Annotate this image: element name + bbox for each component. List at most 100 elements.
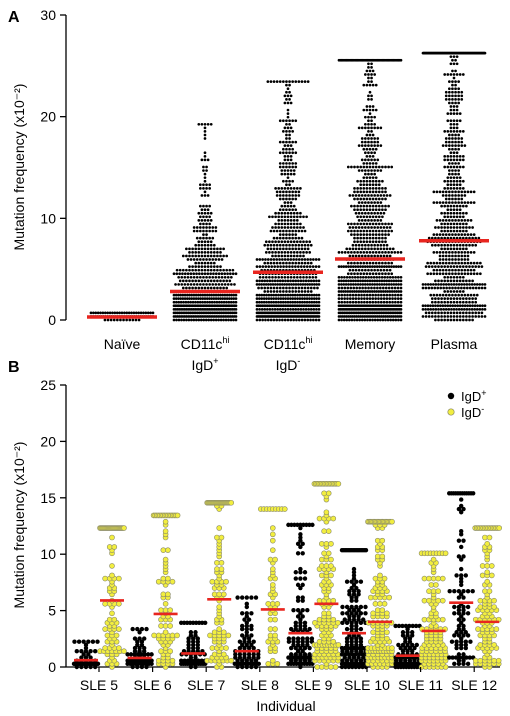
panel-a-point	[371, 215, 375, 219]
panel-a-point	[364, 194, 367, 197]
panel-a-point	[466, 190, 470, 194]
panel-a-point	[421, 283, 425, 286]
panel-a-point	[367, 144, 370, 147]
panel-a-point	[452, 186, 456, 190]
panel-b-point-igd-minus	[265, 661, 272, 667]
panel-b-point-igd-minus	[421, 597, 428, 604]
panel-a-point	[200, 268, 204, 272]
panel-a-point	[113, 311, 117, 315]
panel-a-point	[370, 62, 373, 66]
panel-a-point	[475, 261, 479, 265]
panel-a-point	[195, 229, 199, 233]
panel-a-point	[209, 318, 213, 322]
panel-a-point	[365, 197, 369, 201]
panel-b-point-igd-plus	[235, 658, 240, 663]
panel-a-point	[432, 261, 436, 265]
panel-a-point	[371, 208, 375, 212]
panel-a-point	[289, 293, 292, 297]
panel-a-point	[434, 236, 437, 240]
panel-a-point	[367, 151, 370, 155]
panel-a-point	[364, 151, 367, 155]
panel-a-point	[219, 279, 222, 283]
panel-a-point	[448, 286, 451, 290]
panel-a-point	[461, 204, 465, 208]
panel-a-point	[455, 122, 459, 126]
panel-b-point-igd-plus	[289, 652, 294, 657]
panel-a-point	[351, 293, 355, 297]
panel-a-point	[267, 293, 271, 297]
panel-b-point-igd-plus	[358, 642, 364, 648]
panel-a-point	[379, 247, 383, 251]
panel-b-point-igd-plus	[237, 652, 243, 657]
panel-a-point	[455, 236, 459, 240]
panel-a-point	[188, 293, 191, 297]
panel-a-point	[371, 318, 374, 322]
panel-a-point	[449, 108, 453, 112]
panel-b-point-igd-minus	[221, 591, 227, 598]
panel-a-point	[286, 300, 290, 304]
panel-a-point	[465, 265, 468, 268]
panel-b-point-igd-plus	[456, 506, 462, 512]
panel-a-point	[194, 286, 198, 290]
panel-a-point	[444, 268, 448, 272]
panel-a-point	[370, 66, 373, 69]
panel-a-point	[283, 186, 287, 190]
panel-b-point-igd-plus	[454, 645, 459, 651]
panel-a-point	[468, 286, 472, 290]
panel-b-point-igd-minus	[281, 506, 288, 512]
panel-a-point	[367, 119, 370, 123]
panel-b-point-igd-minus	[160, 547, 167, 553]
panel-a-point	[387, 286, 391, 290]
panel-a-point	[374, 315, 378, 318]
panel-a-point	[452, 297, 456, 300]
panel-a-point	[451, 258, 454, 261]
panel-a-point	[267, 265, 271, 268]
panel-a-point	[463, 233, 467, 236]
panel-b-point-igd-minus	[428, 582, 435, 588]
panel-a-point	[475, 307, 479, 311]
panel-a-point	[261, 258, 264, 261]
panel-a-point	[455, 243, 459, 247]
panel-a-point	[465, 300, 468, 304]
panel-a-point	[458, 229, 462, 233]
panel-a-point	[177, 318, 181, 322]
panel-a-point	[286, 169, 290, 172]
panel-a-point	[449, 297, 453, 300]
panel-a-point	[399, 286, 403, 290]
panel-a-point	[483, 304, 487, 308]
panel-a-point	[289, 158, 293, 162]
panel-a-point	[435, 272, 439, 276]
panel-b-point-igd-minus	[323, 541, 330, 547]
panel-a-point	[286, 251, 290, 254]
panel-a-point	[399, 297, 403, 300]
panel-a-point	[260, 279, 264, 283]
panel-b-point-igd-plus	[358, 611, 364, 616]
panel-a-point	[302, 226, 305, 229]
panel-a-point	[471, 300, 474, 304]
panel-a-point	[368, 300, 372, 304]
panel-b-point-igd-minus	[162, 518, 169, 525]
panel-a-point	[192, 272, 196, 276]
panel-a-point	[396, 293, 400, 297]
panel-a-point	[399, 283, 403, 286]
panel-b-point-igd-minus	[269, 582, 276, 588]
panel-a-point	[364, 286, 367, 290]
panel-b-point-igd-minus	[479, 572, 486, 579]
panel-a-point	[455, 204, 459, 208]
panel-a-point	[265, 279, 269, 283]
panel-a-point	[478, 304, 482, 308]
panel-a-point	[381, 251, 384, 254]
panel-a-point	[350, 229, 353, 233]
panel-a-point	[264, 265, 268, 268]
panel-a-point	[371, 293, 375, 297]
panel-a-point	[286, 112, 290, 115]
panel-a-point	[446, 226, 450, 229]
panel-a-point	[435, 190, 439, 194]
panel-a-point	[292, 172, 296, 176]
panel-a-point	[187, 318, 191, 322]
panel-a-point	[449, 122, 453, 126]
panel-a-point	[274, 211, 277, 215]
panel-a-point	[209, 272, 212, 276]
panel-a-point	[106, 311, 110, 315]
panel-a-point	[380, 279, 384, 283]
